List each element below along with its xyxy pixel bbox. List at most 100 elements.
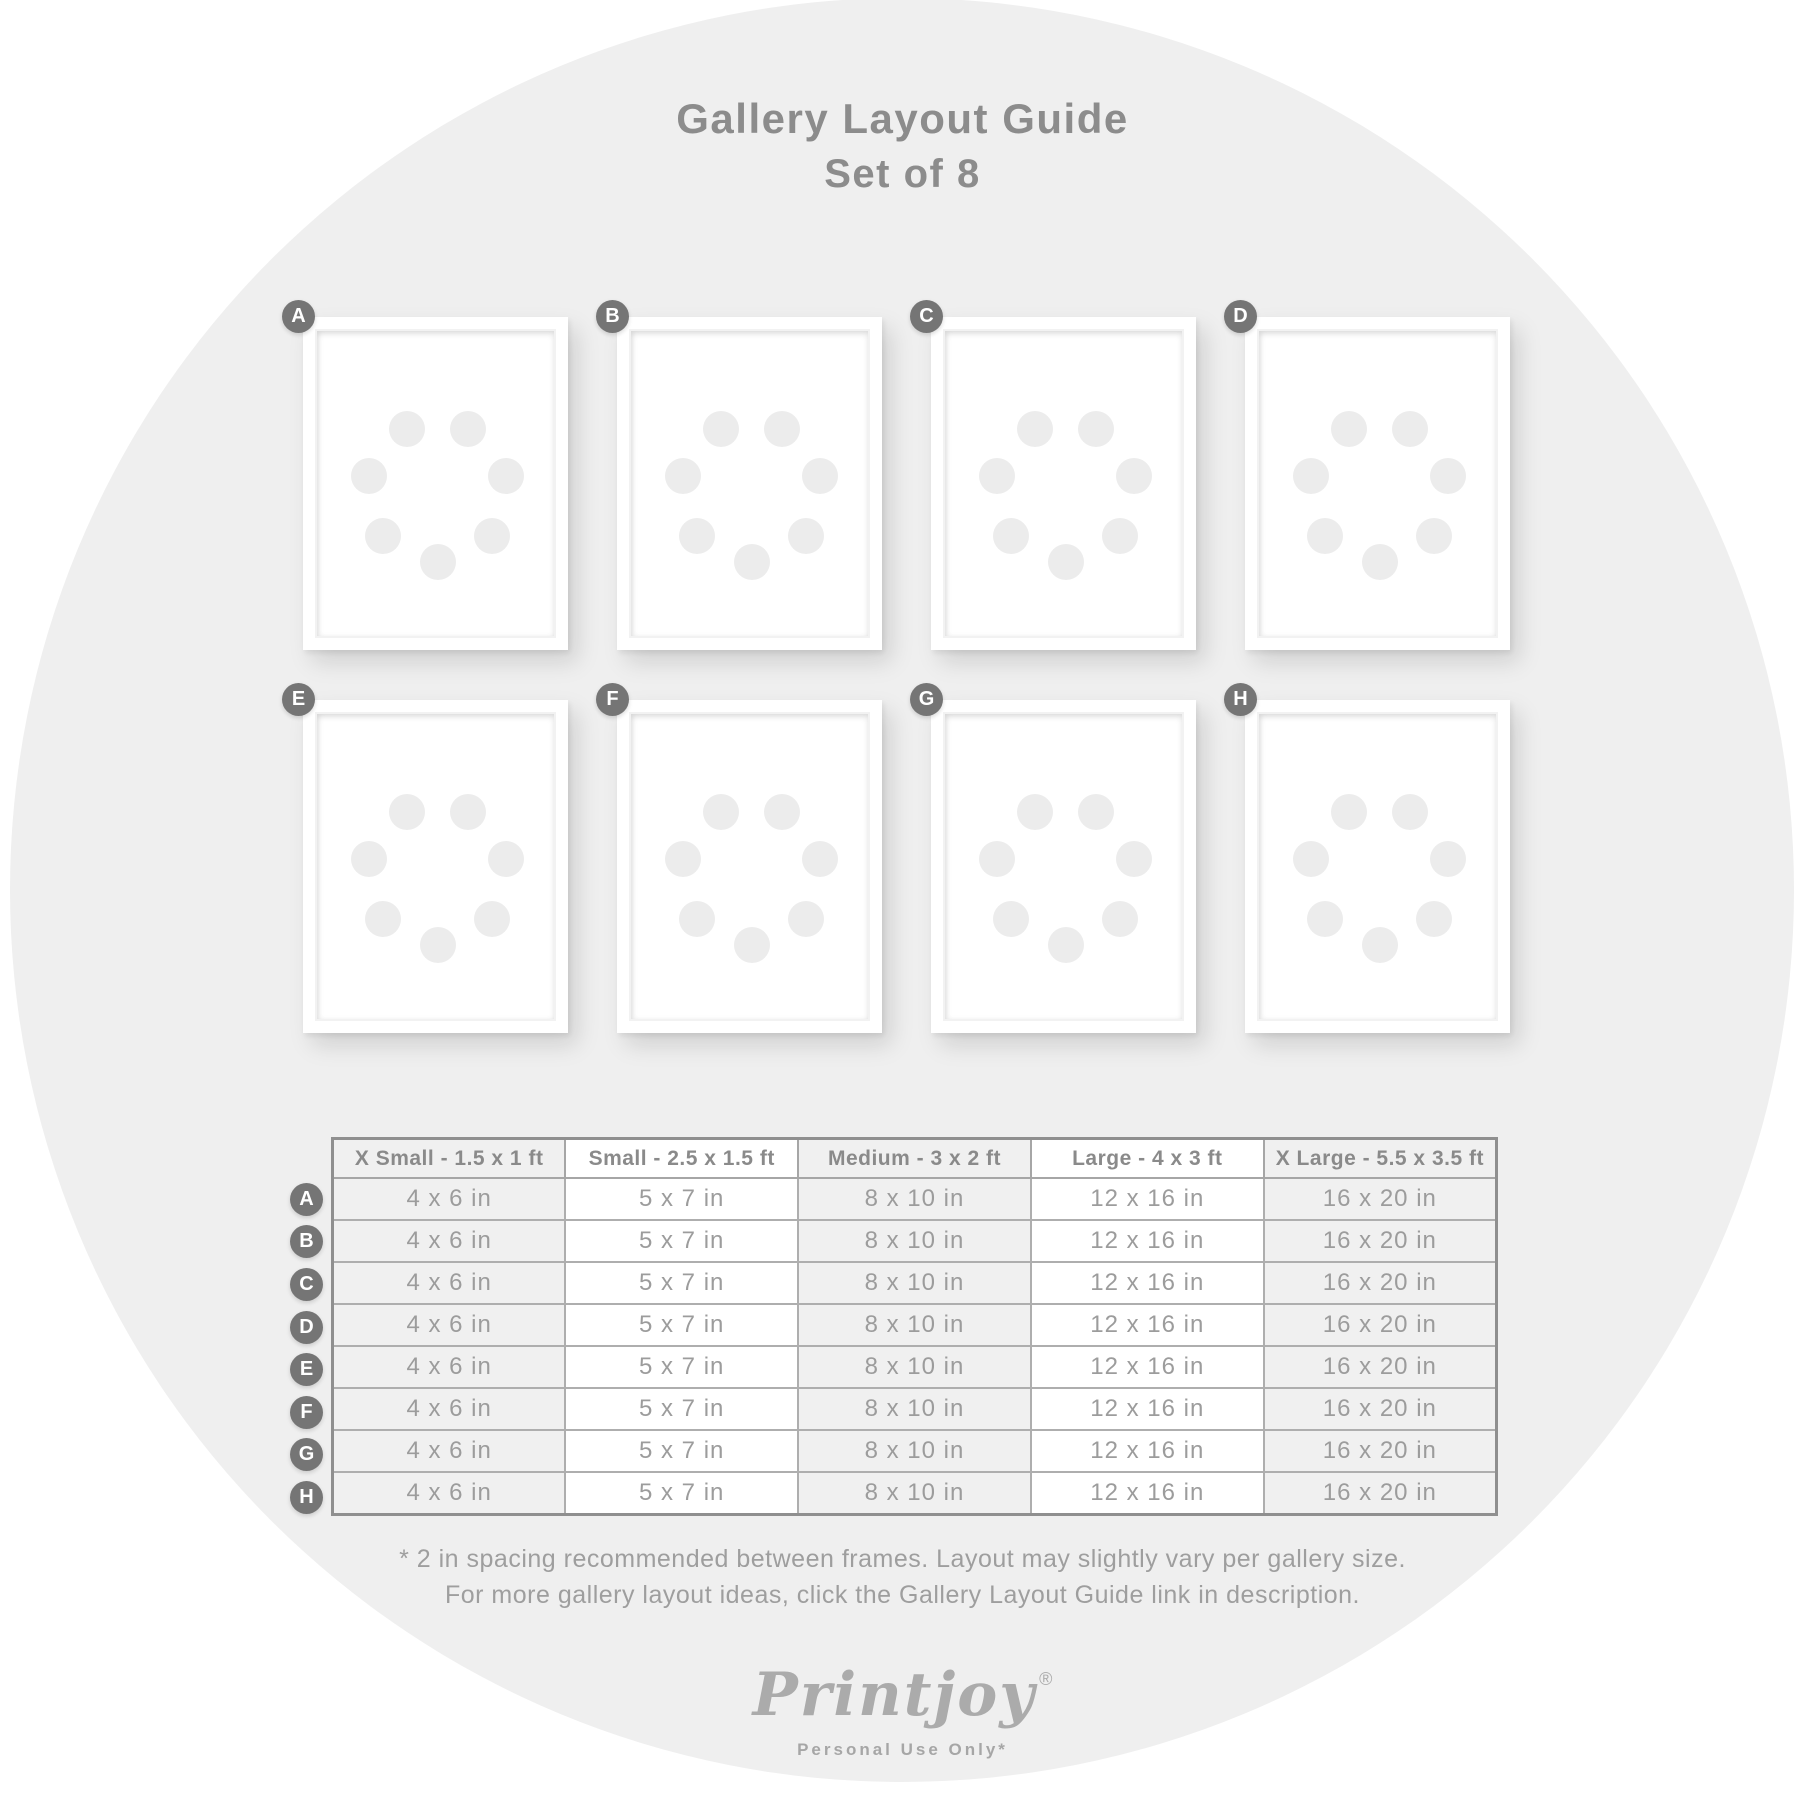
size-cell: 4 x 6 in (331, 1387, 567, 1431)
placeholder-dot (364, 517, 401, 554)
frame-border (931, 700, 1196, 1033)
placeholder-dot (678, 517, 715, 554)
size-cell: 5 x 7 in (564, 1471, 800, 1516)
placeholder-dot (665, 841, 702, 878)
size-cell: 5 x 7 in (564, 1303, 800, 1347)
registered-trademark-icon: ® (1039, 1669, 1053, 1689)
size-cell: 8 x 10 in (797, 1219, 1032, 1263)
size-cell: 12 x 16 in (1029, 1261, 1265, 1305)
size-cell: 8 x 10 in (797, 1261, 1032, 1305)
size-cell: 16 x 20 in (1262, 1429, 1498, 1473)
placeholder-dot (1017, 410, 1054, 447)
page-subtitle: Set of 8 (824, 152, 981, 196)
size-cell: 4 x 6 in (331, 1303, 567, 1347)
row-label-badge: D (290, 1310, 323, 1344)
placeholder-dot (1331, 793, 1368, 830)
placeholder-dot (979, 458, 1016, 495)
frame-label-badge: C (910, 300, 943, 333)
frame-label-badge: B (596, 300, 629, 333)
placeholder-dot (419, 927, 456, 963)
frame-print (629, 712, 870, 1021)
frame-border (1245, 317, 1510, 650)
row-label-badge: C (290, 1268, 323, 1301)
frame-label-badge: G (910, 683, 943, 716)
placeholder-dot (1331, 410, 1368, 447)
size-cell: 12 x 16 in (1029, 1429, 1265, 1473)
placeholder-dot (1429, 458, 1466, 495)
placeholder-dot (1429, 841, 1466, 878)
placeholder-dot (1102, 900, 1139, 937)
frame-print (1257, 712, 1498, 1021)
header-row: X Small - 1.5 x 1 ft Small - 2.5 x 1.5 ft… (331, 1137, 1498, 1179)
size-cell: 4 x 6 in (331, 1471, 567, 1516)
placeholder-dot (665, 458, 702, 495)
placeholder-dot (1416, 900, 1453, 937)
placeholder-dot (1391, 410, 1428, 447)
row-label-badge: H (290, 1481, 323, 1514)
placeholder-dot (763, 793, 800, 830)
table-row: 4 x 6 in 5 x 7 in 8 x 10 in 12 x 16 in 16 x … (331, 1345, 1498, 1389)
placeholder-dot (474, 900, 511, 937)
placeholder-dot (389, 410, 426, 447)
size-cell: 4 x 6 in (331, 1429, 567, 1473)
logo-wordmark-row: Printjoy ® (0, 1660, 1805, 1730)
size-column-header: X Large - 5.5 x 3.5 ft (1262, 1137, 1498, 1179)
size-table-body: 4 x 6 in 5 x 7 in 8 x 10 in 12 x 16 in 16 x … (331, 1177, 1498, 1516)
frame-label-badge: F (596, 683, 629, 716)
footnote-line-1: * 2 in spacing recommended between frame… (399, 1545, 1406, 1573)
frame-border (1245, 700, 1510, 1033)
placeholder-dot (733, 927, 770, 963)
size-cell: 16 x 20 in (1262, 1177, 1498, 1221)
logo-tagline: Personal Use Only* (797, 1740, 1008, 1759)
frame-border (303, 317, 568, 650)
footnote-line-2: For more gallery layout ideas, click the… (444, 1581, 1360, 1609)
size-cell: 5 x 7 in (564, 1261, 800, 1305)
size-column-header: Large - 4 x 3 ft (1029, 1137, 1265, 1179)
frame-label-badge: D (1224, 300, 1257, 333)
placeholder-dot (1306, 517, 1343, 554)
size-cell: 16 x 20 in (1262, 1219, 1498, 1263)
frame-print (315, 712, 556, 1021)
frame-print (1257, 329, 1498, 638)
placeholder-dot (1361, 544, 1398, 580)
placeholder-dot (351, 458, 388, 495)
gallery-frame: C (910, 300, 1196, 650)
table-row: 4 x 6 in 5 x 7 in 8 x 10 in 12 x 16 in 16 x … (331, 1471, 1498, 1516)
placeholder-dot (351, 841, 388, 878)
size-cell: 12 x 16 in (1029, 1471, 1265, 1516)
placeholder-dot (1077, 410, 1114, 447)
size-cell: 4 x 6 in (331, 1177, 567, 1221)
size-cell: 16 x 20 in (1262, 1345, 1498, 1389)
table-row: 4 x 6 in 5 x 7 in 8 x 10 in 12 x 16 in 16 x … (331, 1177, 1498, 1221)
size-cell: 4 x 6 in (331, 1261, 567, 1305)
size-cell: 5 x 7 in (564, 1345, 800, 1389)
frame-print (315, 329, 556, 638)
size-cell: 8 x 10 in (797, 1177, 1032, 1221)
placeholder-dot (389, 793, 426, 830)
placeholder-dot (1293, 841, 1330, 878)
placeholder-dot (487, 841, 524, 878)
placeholder-dot (1077, 793, 1114, 830)
table-row: 4 x 6 in 5 x 7 in 8 x 10 in 12 x 16 in 16 x … (331, 1303, 1498, 1347)
placeholder-dot (788, 900, 825, 937)
table-row: 4 x 6 in 5 x 7 in 8 x 10 in 12 x 16 in 16 x … (331, 1429, 1498, 1473)
size-cell: 16 x 20 in (1262, 1471, 1498, 1516)
frame-print (943, 329, 1184, 638)
gallery-frame: F (596, 683, 882, 1033)
placeholder-dot (703, 410, 740, 447)
size-cell: 8 x 10 in (797, 1387, 1032, 1431)
placeholder-dot (979, 841, 1016, 878)
row-label-badge: G (290, 1438, 323, 1472)
size-cell: 12 x 16 in (1029, 1177, 1265, 1221)
placeholder-dot (1017, 793, 1054, 830)
placeholder-dot (487, 458, 524, 495)
placeholder-dot (678, 900, 715, 937)
row-label-badge: F (290, 1395, 323, 1429)
size-cell: 12 x 16 in (1029, 1219, 1265, 1263)
frame-border (931, 317, 1196, 650)
placeholder-dot (1293, 458, 1330, 495)
placeholder-dot (788, 517, 825, 554)
placeholder-dot (1391, 793, 1428, 830)
size-column-header: Medium - 3 x 2 ft (797, 1137, 1032, 1179)
size-cell: 16 x 20 in (1262, 1303, 1498, 1347)
